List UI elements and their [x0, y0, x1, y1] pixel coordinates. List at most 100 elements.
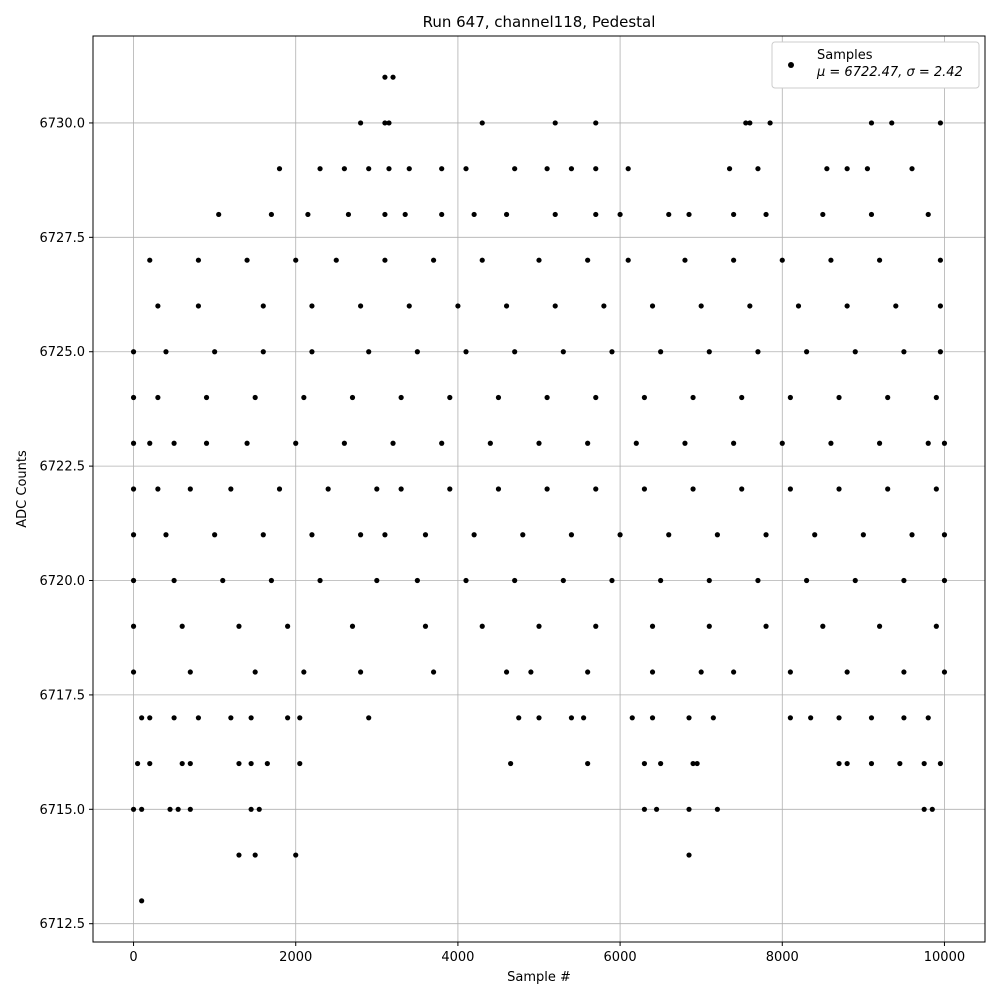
data-point [941, 440, 948, 446]
data-point [386, 120, 392, 126]
data-point [933, 486, 939, 492]
data-point [130, 806, 137, 812]
data-point [812, 532, 818, 538]
data-point [937, 303, 944, 309]
data-point [479, 257, 485, 263]
y-tick-label: 6717.5 [40, 688, 86, 703]
data-point [804, 349, 810, 355]
data-point [398, 394, 404, 401]
data-point [195, 303, 202, 309]
data-point [382, 211, 388, 218]
data-point [301, 669, 307, 675]
data-point [341, 440, 347, 446]
data-point [422, 532, 429, 538]
data-point [536, 623, 542, 629]
data-point [216, 211, 222, 218]
data-point [836, 394, 842, 401]
data-point [374, 486, 380, 492]
y-axis-ticks: 6712.5 6715.0 6717.5 6720.0 6722.5 6725.0 6727… [40, 116, 93, 932]
data-point [552, 211, 558, 218]
data-point [179, 623, 185, 629]
data-point [653, 806, 660, 812]
data-point [463, 166, 469, 172]
data-point [658, 577, 664, 584]
plot-frame [92, 35, 986, 943]
data-point [147, 715, 153, 721]
data-point [593, 120, 599, 126]
data-point [937, 257, 944, 263]
data-point [649, 715, 656, 721]
data-point [244, 440, 250, 446]
legend-stats: μ = 6722.47, σ = 2.42 [816, 65, 963, 80]
data-point [641, 394, 648, 401]
data-point [686, 715, 692, 721]
data-point [585, 440, 591, 446]
data-point [755, 577, 761, 584]
data-point [130, 532, 137, 538]
data-point [658, 349, 664, 355]
data-point [901, 669, 907, 675]
data-point [382, 74, 388, 80]
data-point [297, 715, 303, 721]
data-point [820, 211, 826, 218]
data-point [325, 486, 331, 492]
x-tick-label: 6000 [604, 950, 637, 965]
data-point [641, 486, 648, 492]
data-point [163, 349, 169, 355]
data-point [358, 303, 364, 309]
data-point [876, 440, 883, 446]
data-point [203, 394, 210, 401]
data-point [220, 577, 226, 584]
data-point [649, 669, 656, 675]
data-point [447, 486, 453, 492]
data-point [885, 394, 891, 401]
data-point [593, 166, 599, 172]
data-point [248, 715, 254, 721]
data-point [536, 257, 542, 263]
data-point [293, 852, 299, 858]
data-point [544, 166, 550, 172]
y-tick-label: 6720.0 [40, 574, 86, 589]
data-point [568, 166, 575, 172]
data-point [941, 577, 948, 584]
data-point [147, 440, 153, 446]
data-point [463, 349, 469, 355]
data-point [739, 394, 745, 401]
data-point [147, 257, 153, 263]
y-tick-label: 6730.0 [40, 116, 86, 131]
data-point [828, 257, 834, 263]
data-point [925, 715, 931, 721]
data-point [901, 715, 907, 721]
data-point [212, 532, 218, 538]
data-point [248, 806, 254, 812]
data-point [552, 303, 558, 309]
data-point [512, 349, 518, 355]
legend: Samples μ = 6722.47, σ = 2.42 [771, 41, 980, 89]
data-point [276, 166, 283, 172]
data-point [297, 760, 303, 767]
data-point [171, 440, 177, 446]
data-point [187, 486, 193, 492]
data-point [763, 532, 769, 538]
data-point [743, 120, 749, 126]
data-point [171, 577, 177, 584]
data-point [163, 532, 169, 538]
y-tick-label: 6715.0 [40, 803, 86, 818]
data-point [228, 486, 234, 492]
data-point [386, 166, 392, 172]
data-point [139, 715, 145, 721]
data-point [747, 303, 753, 309]
data-point [694, 760, 700, 767]
data-point [455, 303, 461, 309]
data-point [130, 623, 137, 629]
data-point [130, 669, 137, 675]
data-point [285, 715, 291, 721]
legend-series-name: Samples [817, 48, 873, 63]
data-point [406, 303, 412, 309]
data-point [487, 440, 493, 446]
data-point [544, 486, 550, 492]
data-point [747, 120, 753, 126]
data-point [305, 211, 311, 218]
data-point [503, 669, 510, 675]
data-point [256, 806, 262, 812]
